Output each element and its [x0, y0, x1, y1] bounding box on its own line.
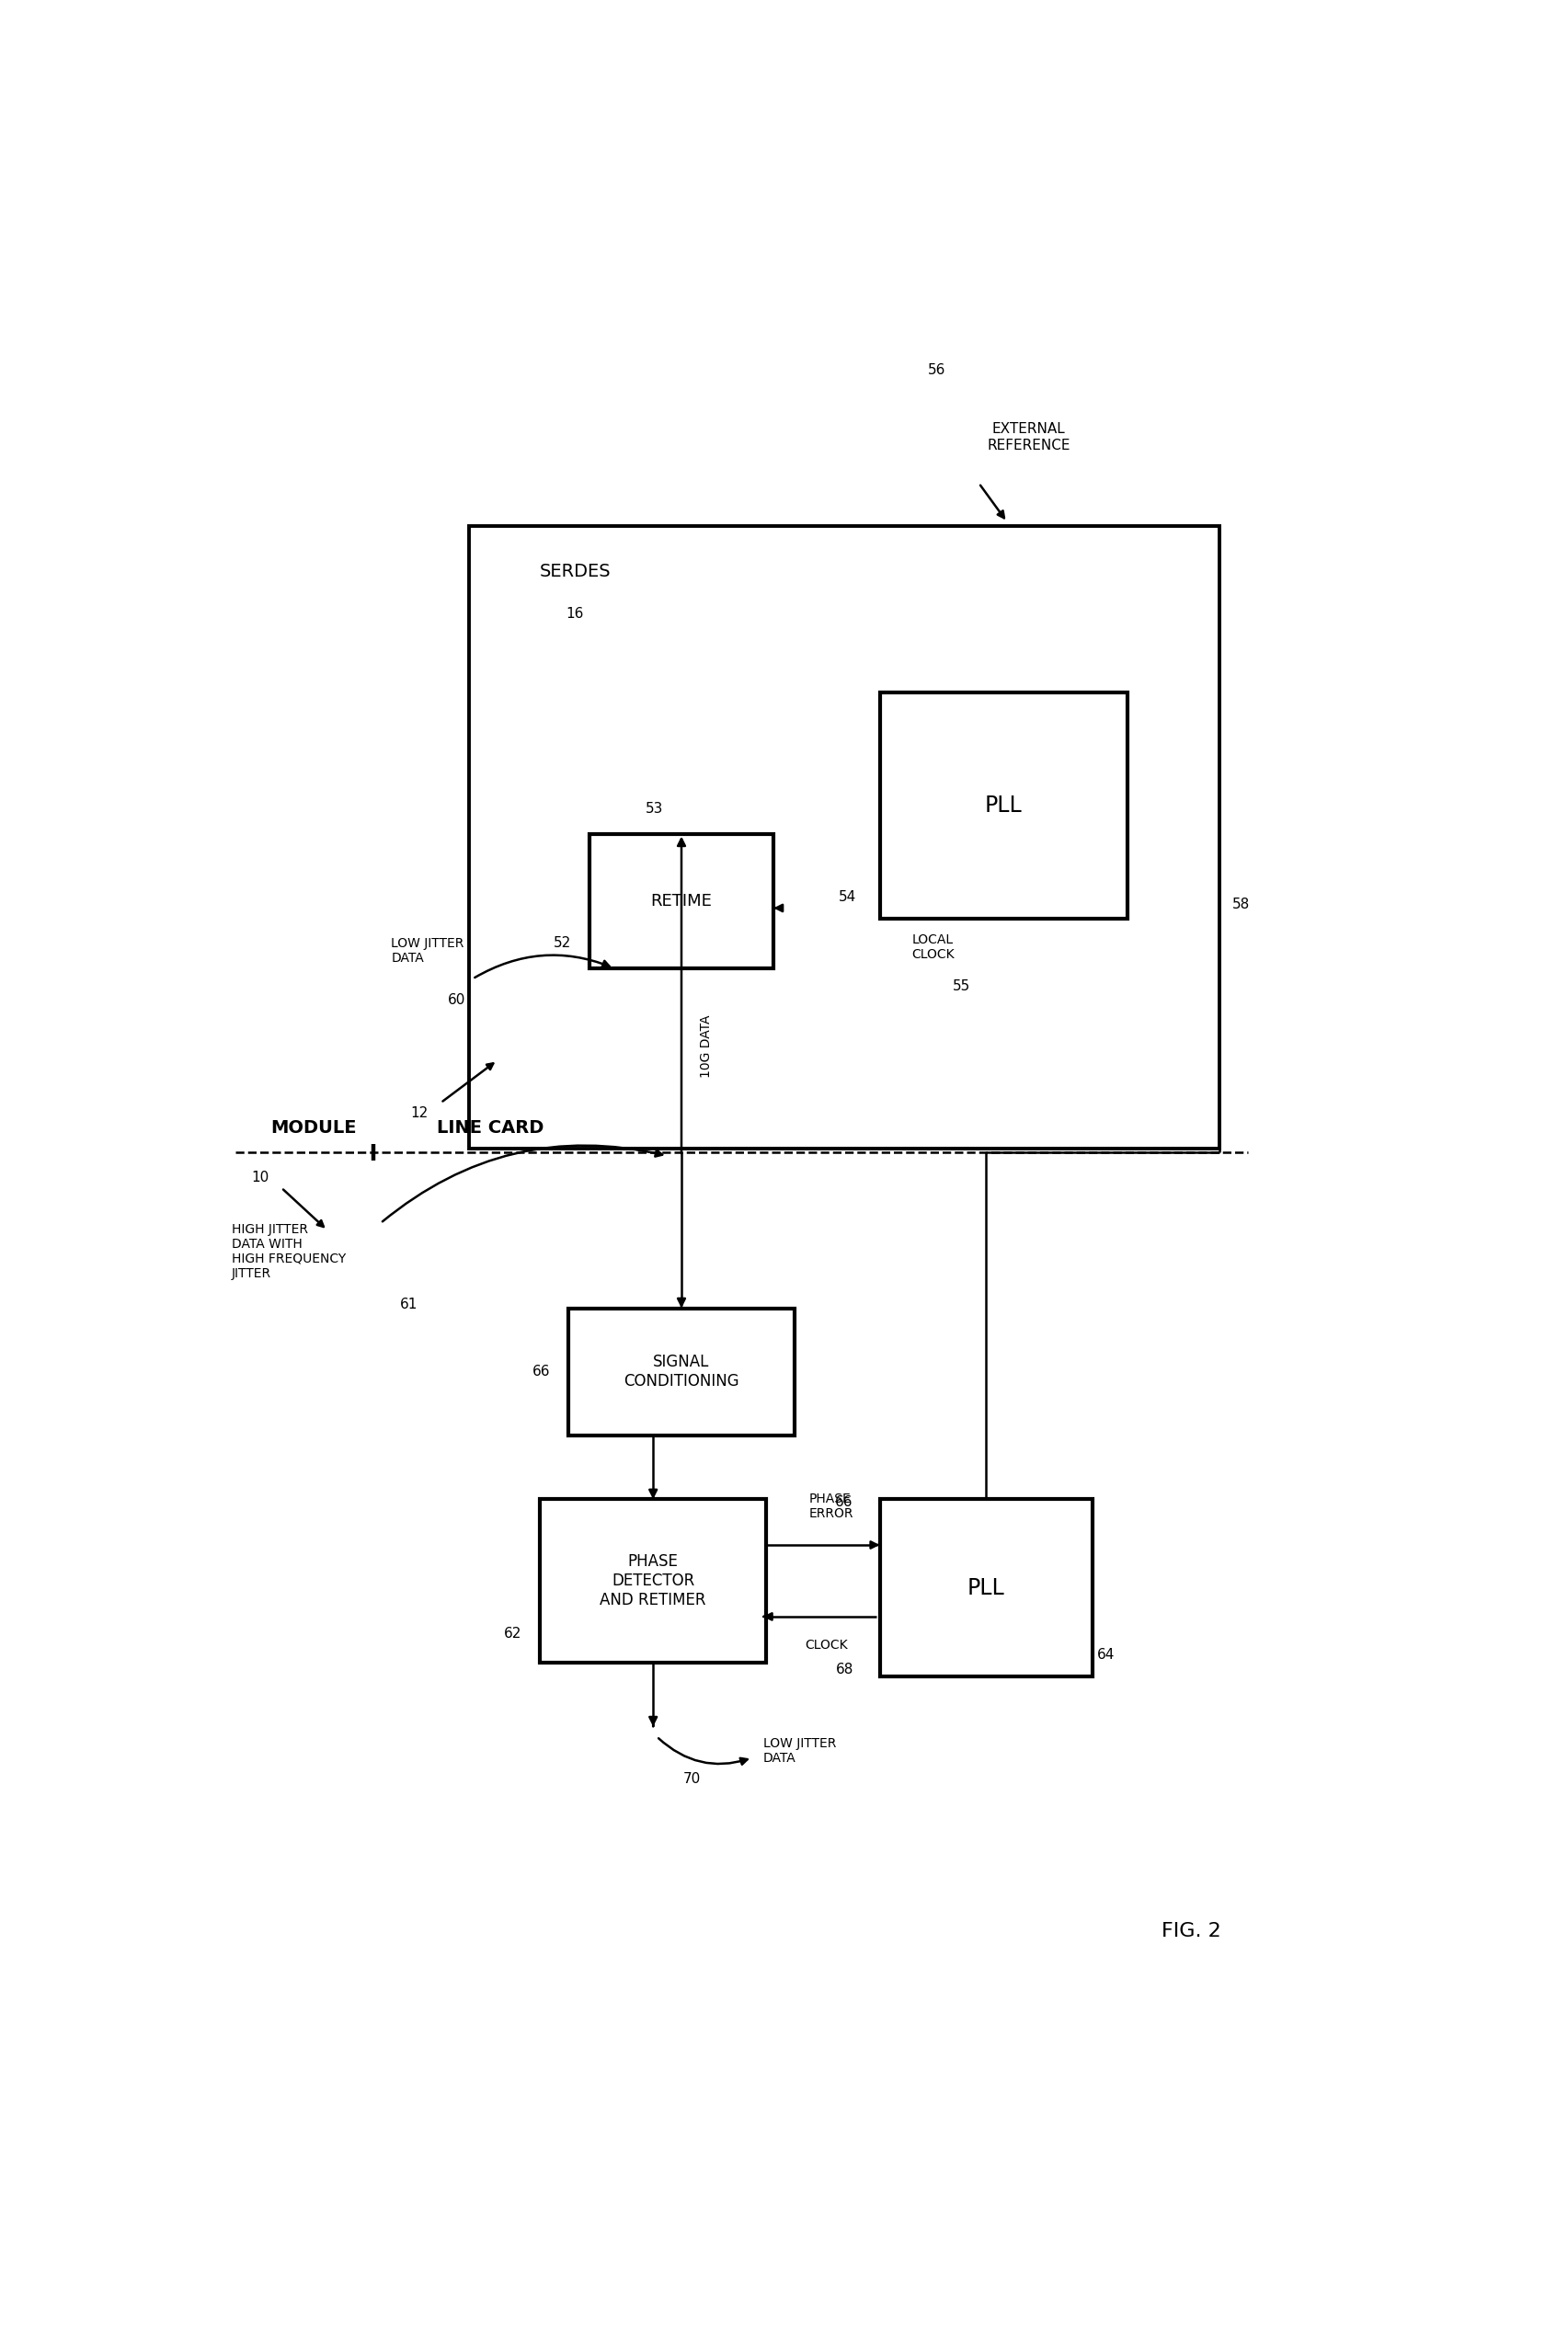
Text: 70: 70: [684, 1773, 701, 1787]
Text: 56: 56: [927, 363, 946, 378]
Text: 68: 68: [836, 1663, 853, 1677]
Text: SIGNAL
CONDITIONING: SIGNAL CONDITIONING: [624, 1353, 739, 1391]
Bar: [590, 835, 773, 968]
Text: FIG. 2: FIG. 2: [1162, 1923, 1221, 1939]
Bar: [568, 1309, 795, 1435]
Text: 16: 16: [566, 607, 585, 621]
Text: 55: 55: [952, 980, 971, 992]
Text: 52: 52: [554, 936, 571, 950]
Text: PHASE
ERROR: PHASE ERROR: [809, 1491, 853, 1520]
Text: 10G DATA: 10G DATA: [699, 1015, 713, 1079]
Text: 12: 12: [411, 1107, 428, 1121]
Text: 66: 66: [836, 1496, 853, 1510]
Text: 58: 58: [1232, 898, 1250, 912]
Bar: [880, 692, 1127, 919]
Text: LOW JITTER
DATA: LOW JITTER DATA: [390, 936, 464, 964]
Text: LOW JITTER
DATA: LOW JITTER DATA: [764, 1738, 836, 1763]
Text: SERDES: SERDES: [539, 563, 612, 582]
Text: 60: 60: [448, 994, 466, 1006]
Bar: [880, 1498, 1093, 1677]
Text: 62: 62: [503, 1627, 522, 1641]
Text: EXTERNAL
REFERENCE: EXTERNAL REFERENCE: [986, 422, 1069, 453]
Text: RETIME: RETIME: [651, 893, 712, 910]
Bar: [539, 1498, 767, 1663]
Text: 64: 64: [1098, 1649, 1115, 1663]
Text: 53: 53: [646, 802, 663, 816]
Text: MODULE: MODULE: [270, 1119, 356, 1137]
Text: 54: 54: [839, 891, 856, 905]
Text: 66: 66: [532, 1365, 550, 1379]
Text: 61: 61: [400, 1297, 417, 1311]
Text: LINE CARD: LINE CARD: [437, 1119, 544, 1137]
Text: PLL: PLL: [985, 795, 1022, 816]
Text: PLL: PLL: [967, 1576, 1005, 1599]
Bar: [469, 525, 1220, 1149]
Text: 10: 10: [251, 1170, 270, 1184]
Text: CLOCK: CLOCK: [806, 1639, 848, 1651]
Text: PHASE
DETECTOR
AND RETIMER: PHASE DETECTOR AND RETIMER: [601, 1552, 706, 1609]
Text: LOCAL
CLOCK: LOCAL CLOCK: [911, 933, 955, 961]
Text: HIGH JITTER
DATA WITH
HIGH FREQUENCY
JITTER: HIGH JITTER DATA WITH HIGH FREQUENCY JIT…: [232, 1222, 347, 1280]
